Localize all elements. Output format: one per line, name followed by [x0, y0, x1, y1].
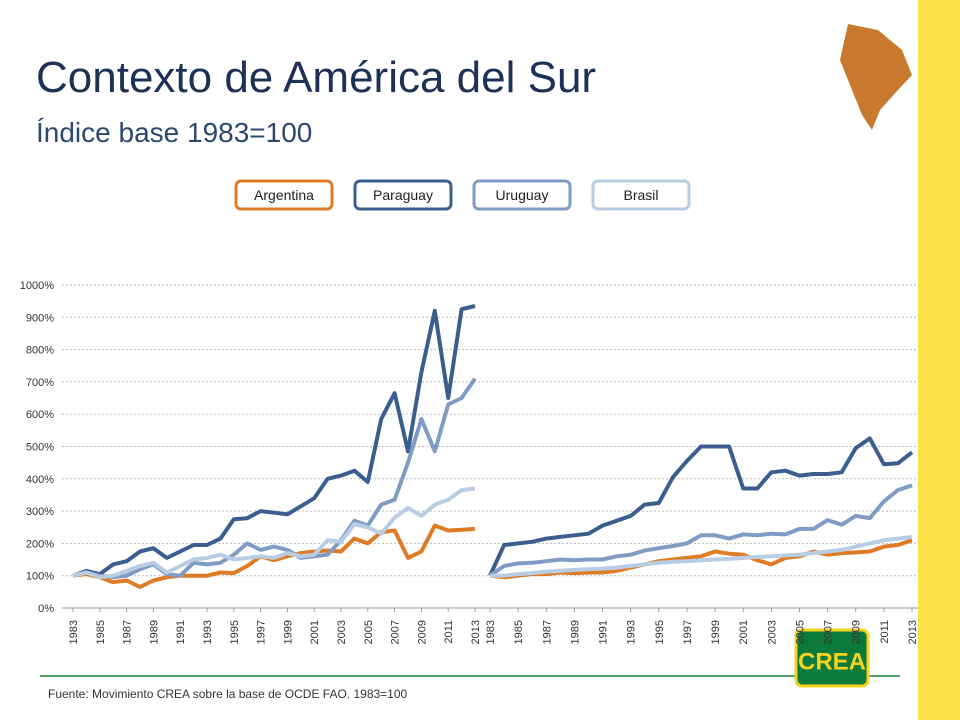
legend-box [353, 179, 453, 211]
x-tick-label: 2011 [879, 620, 891, 644]
x-tick-label: 2013 [470, 620, 482, 644]
x-tick-label: 1989 [569, 620, 581, 644]
x-tick-label: 2001 [309, 620, 321, 644]
x-tick-label: 1991 [175, 620, 187, 644]
x-tick-label: 2001 [738, 620, 750, 644]
series-line [72, 486, 476, 580]
x-tick-label: 2003 [766, 620, 778, 644]
y-tick-label: 1000% [20, 280, 54, 292]
legend-label: Paraguay [373, 187, 433, 203]
y-tick-label: 100% [26, 571, 54, 583]
side-band [918, 0, 960, 720]
x-tick-label: 1987 [541, 620, 553, 644]
y-tick-label: 300% [26, 506, 54, 518]
logo-box [794, 628, 870, 688]
series-line [72, 304, 476, 578]
x-tick-label: 2009 [851, 620, 863, 644]
legend-box [591, 179, 691, 211]
legend-label: Argentina [254, 187, 314, 203]
x-tick-label: 2003 [336, 620, 348, 644]
series-line [490, 534, 913, 578]
legend-box [234, 179, 334, 211]
y-tick-label: 700% [26, 377, 54, 389]
series-line [72, 377, 477, 580]
x-tick-label: 1999 [282, 620, 294, 644]
y-tick-label: 400% [26, 474, 54, 486]
x-tick-label: 2013 [907, 620, 919, 644]
x-tick-label: 1995 [654, 620, 666, 644]
series-line [488, 483, 913, 578]
x-tick-label: 2007 [823, 620, 835, 644]
legend-label: Uruguay [496, 187, 549, 203]
y-tick-label: 200% [26, 538, 54, 550]
map-icon [840, 24, 912, 130]
plot: 0% 100% 200% 300% 400% 500% 600% 700% 800% 900% 10… [20, 280, 919, 644]
x-tick-label: 2005 [794, 620, 806, 644]
x-tick-label: 1987 [122, 620, 134, 644]
x-tick-label: 2009 [416, 620, 428, 644]
series-line [488, 436, 914, 577]
y-tick-label: 0% [38, 603, 54, 615]
series-line [72, 523, 476, 589]
x-tick-label: 1997 [256, 620, 268, 644]
x-tick-label: 1983 [68, 620, 80, 644]
y-tick-label: 500% [26, 442, 54, 454]
x-tick-label: 1993 [626, 620, 638, 644]
x-tick-label: 1985 [95, 620, 107, 644]
x-tick-label: 1993 [202, 620, 214, 644]
y-tick-label: 900% [26, 312, 54, 324]
x-tick-label: 2011 [443, 620, 455, 644]
x-tick-label: 2007 [390, 620, 402, 644]
x-tick-label: 1997 [682, 620, 694, 644]
x-tick-label: 1999 [710, 620, 722, 644]
y-tick-label: 800% [26, 345, 54, 357]
title: Contexto de América del Sur [36, 53, 596, 102]
x-tick-label: 1985 [513, 620, 525, 644]
legend-box [472, 179, 572, 211]
x-tick-label: 1989 [148, 620, 160, 644]
x-tick-label: 2005 [363, 620, 375, 644]
legend-label: Brasil [623, 187, 658, 203]
x-tick-label: 1995 [229, 620, 241, 644]
source: Fuente: Movimiento CREA sobre la base de… [48, 687, 408, 701]
x-tick-label: 1983 [485, 620, 497, 644]
logo: CREA [798, 648, 866, 675]
subtitle: Índice base 1983=100 [36, 117, 312, 148]
x-tick-label: 1991 [598, 620, 610, 644]
legend: Argentina Paraguay Uruguay Brasil [234, 179, 691, 211]
y-tick-label: 600% [26, 409, 54, 421]
